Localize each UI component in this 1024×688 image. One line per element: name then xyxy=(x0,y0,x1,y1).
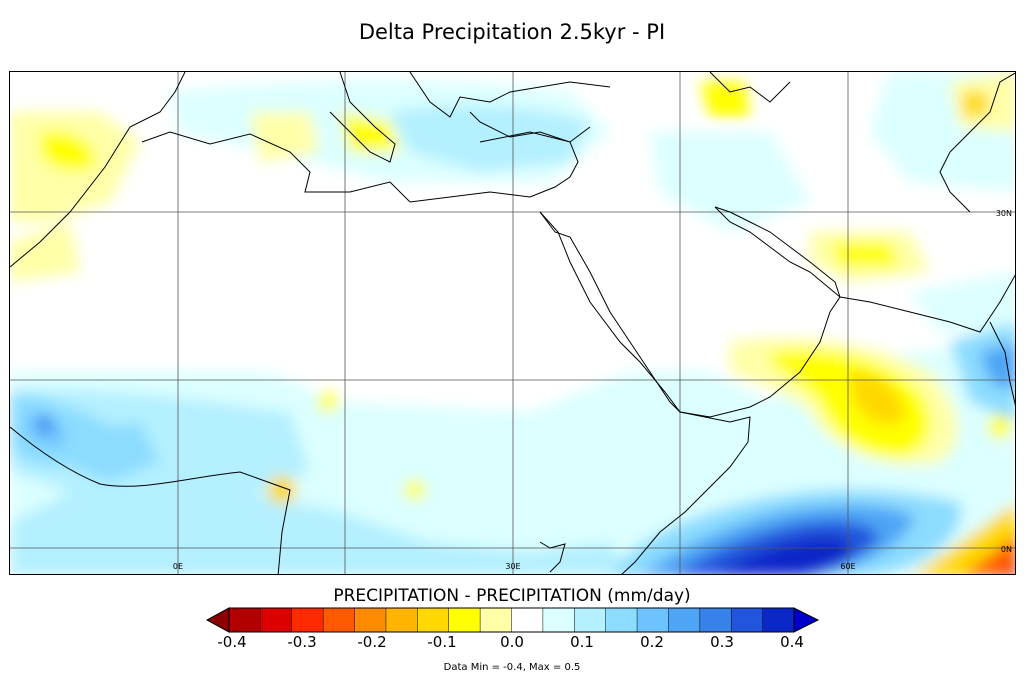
colorbar-title: PRECIPITATION - PRECIPITATION (mm/day) xyxy=(333,586,691,606)
colorbar-cell xyxy=(480,608,512,632)
colorbar-cell xyxy=(385,608,418,632)
map-title: Delta Precipitation 2.5kyr - PI xyxy=(358,20,666,44)
colorbar-tick-label: 0.0 xyxy=(500,633,524,651)
lat-label-0n: 0N xyxy=(1001,545,1012,554)
colorbar-cell xyxy=(605,608,638,632)
colorbar-under-triangle xyxy=(205,607,230,633)
colorbar-cell xyxy=(354,608,387,632)
colorbar-cell xyxy=(448,608,481,632)
colorbar-cell xyxy=(668,608,701,632)
lon-label-30e: 30E xyxy=(505,562,520,571)
lon-label-60e: 60E xyxy=(840,562,855,571)
colorbar-cell xyxy=(260,608,293,632)
precipitation-map: 0E 30E 60E 30N 0N xyxy=(9,71,1016,575)
colorbar-tick-label: 0.3 xyxy=(710,633,734,651)
lat-label-30n: 30N xyxy=(996,209,1012,218)
colorbar-cell xyxy=(731,608,763,632)
colorbar-tick-label: -0.3 xyxy=(287,633,317,651)
colorbar xyxy=(205,607,820,633)
colorbar-tick-label: -0.4 xyxy=(217,633,247,651)
colorbar-tick-label: 0.2 xyxy=(640,633,664,651)
colorbar-cell xyxy=(291,608,324,632)
colorbar-tick-label: 0.1 xyxy=(570,633,594,651)
colorbar-tick-label: 0.4 xyxy=(780,633,804,651)
colorbar-tick-label: -0.1 xyxy=(427,633,457,651)
map-canvas: 0E 30E 60E 30N 0N xyxy=(10,72,1015,574)
colorbar-cell xyxy=(323,608,355,632)
colorbar-cell xyxy=(417,608,450,632)
colorbar-cell xyxy=(511,608,544,632)
colorbar-cell xyxy=(762,608,795,632)
colorbar-cell xyxy=(542,608,575,632)
colorbar-cell xyxy=(637,608,669,632)
graticule xyxy=(10,72,1015,574)
data-min-max: Data Min = -0.4, Max = 0.5 xyxy=(443,662,581,673)
colorbar-cell xyxy=(699,608,732,632)
lon-label-0e: 0E xyxy=(173,562,183,571)
coastlines xyxy=(10,72,1015,574)
colorbar-cell xyxy=(574,608,606,632)
colorbar-cell xyxy=(229,608,261,632)
colorbar-over-triangle xyxy=(793,607,820,633)
colorbar-tick-label: -0.2 xyxy=(357,633,387,651)
